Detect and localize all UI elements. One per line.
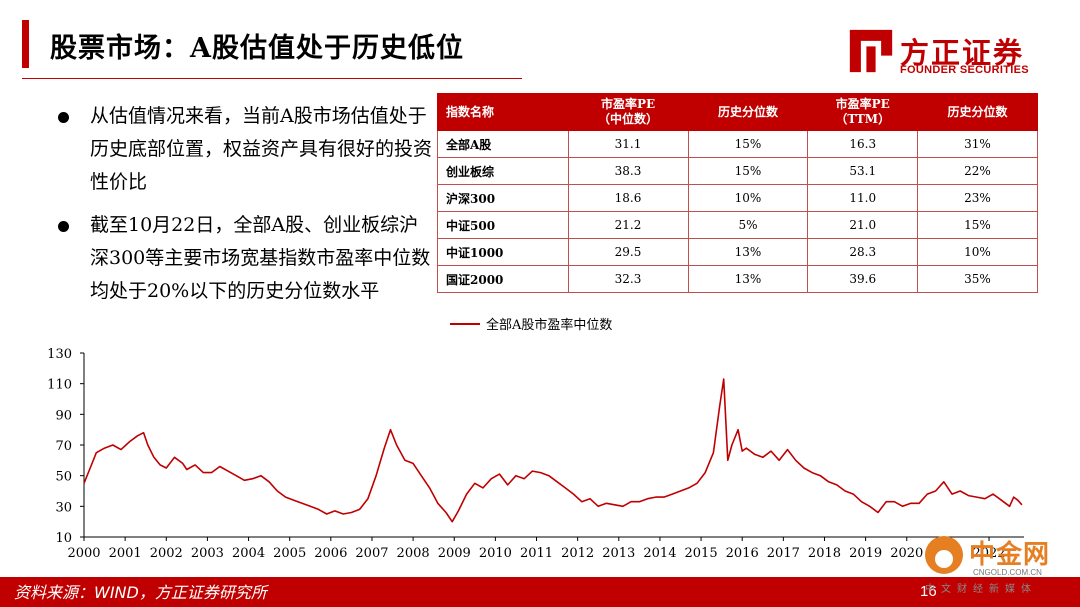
chart-legend: 全部A股市盈率中位数 <box>450 314 612 333</box>
x-tick-label: 2000 <box>67 546 100 561</box>
bullet-text: 从估值情况来看，当前A股市场估值处于历史底部位置，权益资产具有很好的投资性价比 <box>90 105 433 193</box>
x-tick-label: 2006 <box>314 546 347 561</box>
table-row: 创业板综 38.3 15% 53.1 22% <box>437 157 1038 185</box>
y-tick-label: 110 <box>47 378 72 393</box>
x-tick-label: 2013 <box>602 546 635 561</box>
cell-index-name: 中证1000 <box>437 238 569 266</box>
x-tick-label: 2016 <box>726 546 759 561</box>
cell-value: 10% <box>917 238 1038 266</box>
cell-value: 39.6 <box>807 265 918 293</box>
cell-value: 32.3 <box>567 265 689 293</box>
x-tick-label: 2020 <box>890 546 923 561</box>
col-header-index-name: 指数名称 <box>437 93 569 131</box>
x-tick-label: 2010 <box>479 546 512 561</box>
bullet-item: 从估值情况来看，当前A股市场估值处于历史底部位置，权益资产具有很好的投资性价比 <box>56 100 436 199</box>
x-tick-label: 2001 <box>109 546 142 561</box>
legend-swatch <box>450 322 480 325</box>
x-tick-label: 2011 <box>520 546 553 561</box>
col-header-pe-median: 市盈率PE （中位数） <box>567 93 689 131</box>
cell-index-name: 全部A股 <box>437 130 569 158</box>
cell-value: 11.0 <box>807 184 918 212</box>
x-tick-label: 2004 <box>232 546 265 561</box>
y-tick-label: 30 <box>55 500 72 515</box>
legend-label: 全部A股市盈率中位数 <box>486 318 613 333</box>
cell-index-name: 创业板综 <box>437 157 569 185</box>
cell-value: 21.0 <box>807 211 918 239</box>
col-header-pe-ttm: 市盈率PE （TTM） <box>807 93 918 131</box>
x-tick-label: 2005 <box>273 546 306 561</box>
col-header-percentile-1: 历史分位数 <box>687 93 809 131</box>
cell-value: 5% <box>687 211 809 239</box>
series-line <box>83 378 1023 523</box>
cell-value: 23% <box>917 184 1038 212</box>
watermark-subtitle: 中文财经新媒体 <box>925 584 1037 595</box>
bullet-text: 截至10月22日，全部A股、创业板综沪深300等主要市场宽基指数市盈率中位数均处… <box>90 214 431 302</box>
x-tick-label: 2014 <box>643 546 676 561</box>
cell-value: 22% <box>917 157 1038 185</box>
x-tick-label: 2019 <box>849 546 882 561</box>
bullet-list: 从估值情况来看，当前A股市场估值处于历史底部位置，权益资产具有很好的投资性价比 … <box>56 100 436 318</box>
y-tick-label: 70 <box>55 439 72 454</box>
y-tick-label: 130 <box>47 347 72 362</box>
watermark: 中金网 CNGOLD.COM.CN 中文财经新媒体 <box>925 532 1075 595</box>
cell-value: 15% <box>687 157 809 185</box>
pe-line-chart: 10 30 50 70 90 110 130 2000 2001 2002 2003 2004 2005… <box>47 347 1024 561</box>
cell-value: 38.3 <box>567 157 689 185</box>
bullet-item: 截至10月22日，全部A股、创业板综沪深300等主要市场宽基指数市盈率中位数均处… <box>56 209 436 308</box>
x-tick-label: 2022 <box>972 546 1005 561</box>
cell-value: 31.1 <box>567 130 689 158</box>
title-underline <box>22 78 522 79</box>
table-row: 中证1000 29.5 13% 28.3 10% <box>437 238 1038 266</box>
x-tick-label: 2007 <box>355 546 388 561</box>
cell-value: 13% <box>687 265 809 293</box>
table-row: 国证2000 32.3 13% 39.6 35% <box>437 265 1038 293</box>
cell-value: 28.3 <box>807 238 918 266</box>
table-header-row: 指数名称 市盈率PE （中位数） 历史分位数 市盈率PE （TTM） 历史分位数 <box>437 93 1038 131</box>
page-number: 16 <box>920 583 937 600</box>
table-row: 全部A股 31.1 15% 16.3 31% <box>437 130 1038 158</box>
cell-value: 15% <box>687 130 809 158</box>
source-note: 资料来源：WIND，方正证券研究所 <box>14 583 267 602</box>
watermark-url: CNGOLD.COM.CN <box>973 568 1042 577</box>
footer-bar <box>0 577 1080 607</box>
x-tick-label: 2002 <box>150 546 183 561</box>
founder-logo-icon <box>849 29 893 73</box>
table-row: 沪深300 18.6 10% 11.0 23% <box>437 184 1038 212</box>
brand-subtitle: FOUNDER SECURITIES <box>900 64 1029 76</box>
table-row: 中证500 21.2 5% 21.0 15% <box>437 211 1038 239</box>
pe-table: 指数名称 市盈率PE （中位数） 历史分位数 市盈率PE （TTM） 历史分位数 全… <box>437 93 1038 293</box>
cell-value: 21.2 <box>567 211 689 239</box>
brand-name: 方正证券 <box>900 36 1025 70</box>
cell-value: 29.5 <box>567 238 689 266</box>
x-tick-label: 2017 <box>767 546 800 561</box>
cell-index-name: 中证500 <box>437 211 569 239</box>
x-tick-label: 2008 <box>397 546 430 561</box>
bullet-dot-icon <box>58 112 69 123</box>
x-tick-label: 2015 <box>685 546 718 561</box>
bullet-dot-icon <box>58 221 69 232</box>
cell-value: 18.6 <box>567 184 689 212</box>
cell-value: 13% <box>687 238 809 266</box>
page-title: 股票市场：A股估值处于历史低位 <box>50 33 464 64</box>
watermark-name: 中金网 <box>969 540 1051 570</box>
x-tick-label: 2003 <box>191 546 224 561</box>
cell-value: 35% <box>917 265 1038 293</box>
cell-value: 15% <box>917 211 1038 239</box>
col-header-percentile-2: 历史分位数 <box>917 93 1038 131</box>
title-accent-bar <box>22 20 29 68</box>
x-tick-label: 2018 <box>808 546 841 561</box>
watermark-logo-icon <box>925 536 963 574</box>
cell-value: 53.1 <box>807 157 918 185</box>
cell-value: 10% <box>687 184 809 212</box>
cell-value: 31% <box>917 130 1038 158</box>
y-tick-label: 90 <box>55 408 72 423</box>
y-tick-label: 50 <box>55 470 72 485</box>
cell-value: 16.3 <box>807 130 918 158</box>
x-tick-label: 2012 <box>561 546 594 561</box>
cell-index-name: 沪深300 <box>437 184 569 212</box>
y-tick-label: 10 <box>55 531 72 546</box>
cell-index-name: 国证2000 <box>437 265 569 293</box>
x-tick-label: 2009 <box>438 546 471 561</box>
